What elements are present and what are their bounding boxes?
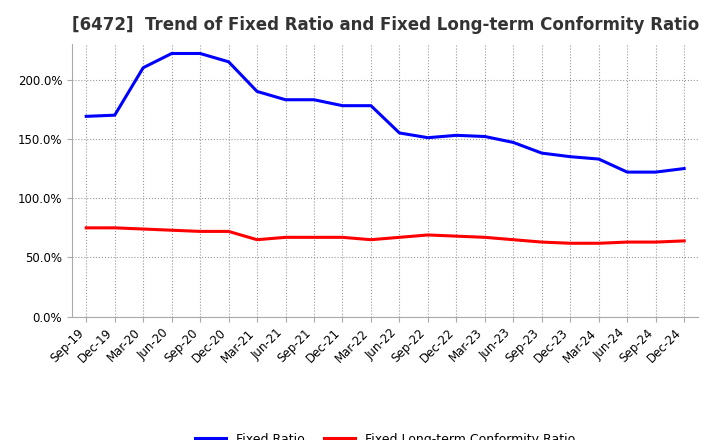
- Line: Fixed Long-term Conformity Ratio: Fixed Long-term Conformity Ratio: [86, 228, 684, 243]
- Fixed Ratio: [652, 169, 660, 175]
- Fixed Ratio: [338, 103, 347, 108]
- Fixed Long-term Conformity Ratio: [310, 235, 318, 240]
- Fixed Long-term Conformity Ratio: [423, 232, 432, 238]
- Legend: Fixed Ratio, Fixed Long-term Conformity Ratio: Fixed Ratio, Fixed Long-term Conformity …: [189, 427, 582, 440]
- Fixed Long-term Conformity Ratio: [480, 235, 489, 240]
- Fixed Ratio: [366, 103, 375, 108]
- Fixed Ratio: [452, 133, 461, 138]
- Fixed Ratio: [196, 51, 204, 56]
- Title: [6472]  Trend of Fixed Ratio and Fixed Long-term Conformity Ratio: [6472] Trend of Fixed Ratio and Fixed Lo…: [71, 16, 699, 34]
- Fixed Long-term Conformity Ratio: [167, 227, 176, 233]
- Fixed Long-term Conformity Ratio: [509, 237, 518, 242]
- Fixed Ratio: [680, 166, 688, 171]
- Fixed Ratio: [395, 130, 404, 136]
- Fixed Ratio: [253, 89, 261, 94]
- Fixed Long-term Conformity Ratio: [82, 225, 91, 231]
- Fixed Long-term Conformity Ratio: [537, 239, 546, 245]
- Fixed Ratio: [537, 150, 546, 156]
- Fixed Ratio: [167, 51, 176, 56]
- Fixed Long-term Conformity Ratio: [623, 239, 631, 245]
- Fixed Ratio: [480, 134, 489, 139]
- Fixed Ratio: [225, 59, 233, 64]
- Fixed Long-term Conformity Ratio: [652, 239, 660, 245]
- Fixed Long-term Conformity Ratio: [110, 225, 119, 231]
- Fixed Long-term Conformity Ratio: [282, 235, 290, 240]
- Fixed Long-term Conformity Ratio: [139, 227, 148, 232]
- Fixed Ratio: [110, 113, 119, 118]
- Fixed Ratio: [595, 156, 603, 161]
- Fixed Ratio: [509, 140, 518, 145]
- Line: Fixed Ratio: Fixed Ratio: [86, 54, 684, 172]
- Fixed Long-term Conformity Ratio: [366, 237, 375, 242]
- Fixed Ratio: [623, 169, 631, 175]
- Fixed Long-term Conformity Ratio: [338, 235, 347, 240]
- Fixed Ratio: [139, 65, 148, 70]
- Fixed Ratio: [82, 114, 91, 119]
- Fixed Long-term Conformity Ratio: [253, 237, 261, 242]
- Fixed Ratio: [566, 154, 575, 159]
- Fixed Ratio: [310, 97, 318, 103]
- Fixed Long-term Conformity Ratio: [395, 235, 404, 240]
- Fixed Long-term Conformity Ratio: [196, 229, 204, 234]
- Fixed Long-term Conformity Ratio: [566, 241, 575, 246]
- Fixed Long-term Conformity Ratio: [680, 238, 688, 243]
- Fixed Ratio: [423, 135, 432, 140]
- Fixed Long-term Conformity Ratio: [452, 234, 461, 239]
- Fixed Ratio: [282, 97, 290, 103]
- Fixed Long-term Conformity Ratio: [225, 229, 233, 234]
- Fixed Long-term Conformity Ratio: [595, 241, 603, 246]
